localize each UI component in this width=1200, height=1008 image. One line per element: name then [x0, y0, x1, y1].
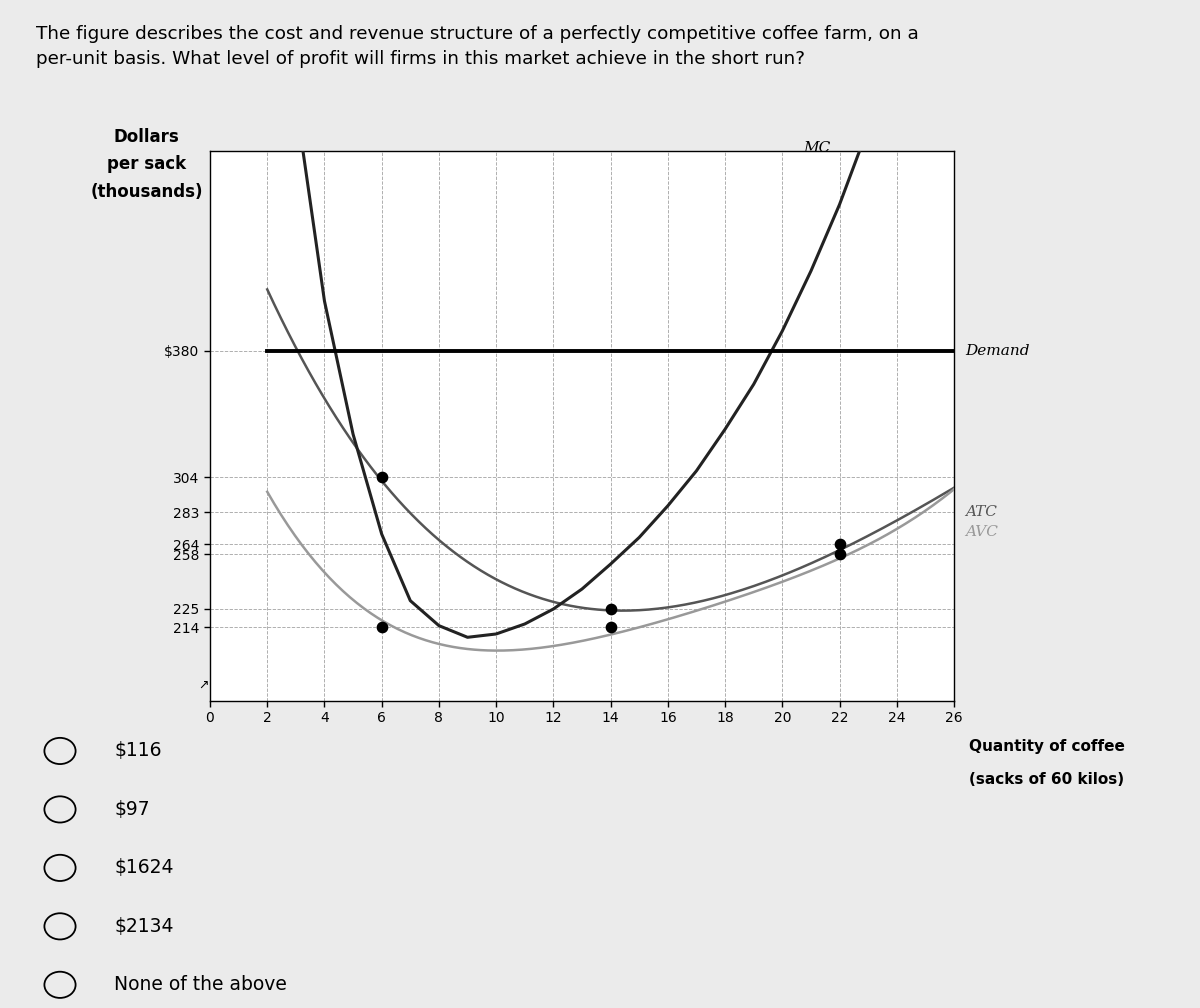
Point — [372, 619, 391, 635]
Text: $1624: $1624 — [114, 859, 174, 877]
Point — [601, 601, 620, 617]
Text: Demand: Demand — [966, 344, 1030, 358]
Text: Quantity of coffee: Quantity of coffee — [968, 739, 1124, 754]
Text: MC: MC — [803, 140, 830, 154]
Text: ATC: ATC — [966, 505, 997, 519]
Text: $116: $116 — [114, 742, 162, 760]
Text: Dollars: Dollars — [114, 128, 180, 146]
Text: per sack: per sack — [107, 155, 186, 173]
Text: (sacks of 60 kilos): (sacks of 60 kilos) — [968, 772, 1124, 787]
Text: None of the above: None of the above — [114, 976, 287, 994]
Point — [830, 546, 850, 562]
Point — [372, 470, 391, 486]
Text: The figure describes the cost and revenue structure of a perfectly competitive c: The figure describes the cost and revenu… — [36, 25, 919, 69]
Text: (thousands): (thousands) — [90, 182, 203, 201]
Text: $97: $97 — [114, 800, 150, 818]
Text: AVC: AVC — [966, 525, 998, 539]
Point — [601, 619, 620, 635]
Point — [830, 536, 850, 552]
Text: $\nearrow$: $\nearrow$ — [196, 679, 209, 691]
Text: $2134: $2134 — [114, 917, 174, 935]
